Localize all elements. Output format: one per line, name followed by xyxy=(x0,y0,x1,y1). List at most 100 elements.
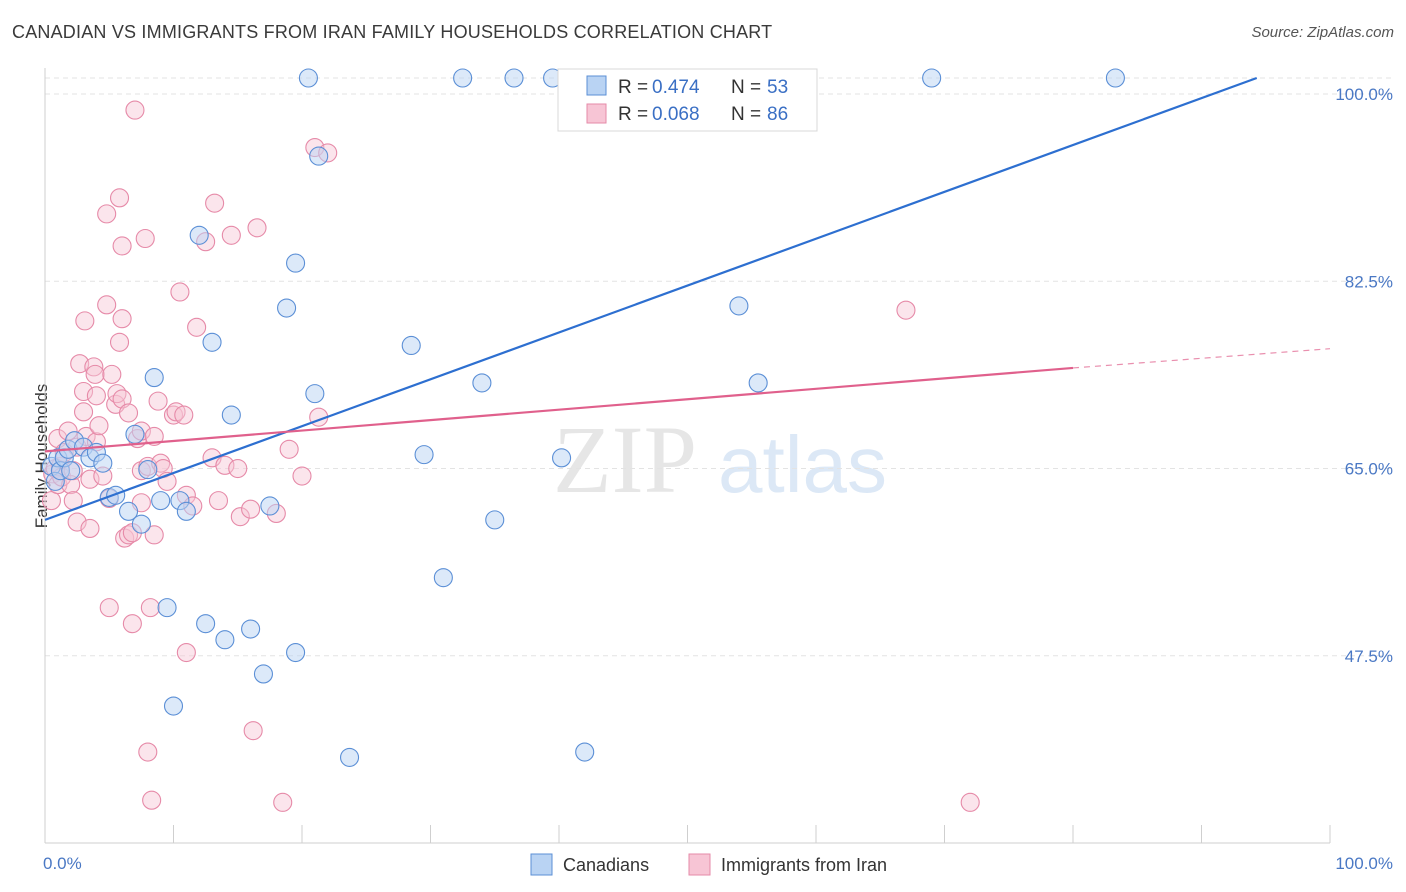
iran-point xyxy=(896,300,916,320)
canadian-point xyxy=(922,68,942,88)
iran-point xyxy=(221,225,241,245)
legend-n-value-2: 86 xyxy=(767,104,788,125)
canadian-point xyxy=(298,68,318,88)
legend-n-label-1: N = xyxy=(731,77,761,98)
chart-title: CANADIAN VS IMMIGRANTS FROM IRAN FAMILY … xyxy=(12,22,773,42)
iran-point xyxy=(208,491,229,511)
iran-point xyxy=(99,598,119,618)
canadian-point xyxy=(401,335,421,356)
bottom-legend-canadians: Canadians xyxy=(563,855,649,875)
canadian-point xyxy=(221,405,241,425)
iran-point xyxy=(112,309,132,329)
iran-point xyxy=(144,525,164,545)
iran-point xyxy=(125,100,145,120)
iran-point xyxy=(241,499,261,519)
canadian-point xyxy=(176,501,196,521)
iran-point xyxy=(74,402,94,422)
iran-point xyxy=(273,792,293,812)
bottom-legend-swatch-blue xyxy=(530,853,553,876)
iran-point xyxy=(138,742,158,762)
canadian-point xyxy=(286,643,306,663)
canadian-points xyxy=(41,68,1125,767)
canadian-point xyxy=(93,453,113,473)
canadian-point xyxy=(253,664,274,684)
iran-trend-line xyxy=(44,366,1074,453)
canadian-point xyxy=(277,298,297,318)
iran-point xyxy=(140,598,160,618)
canadian-point xyxy=(215,630,235,650)
legend-r-value-1: 0.474 xyxy=(652,77,700,98)
canadian-point xyxy=(260,496,280,516)
canadian-point xyxy=(144,368,164,388)
trend-lines xyxy=(44,76,1331,521)
legend-r-value-2: 0.068 xyxy=(652,104,700,125)
iran-point xyxy=(109,188,130,208)
iran-point xyxy=(122,614,142,634)
canadian-point xyxy=(504,68,524,88)
iran-point xyxy=(215,455,235,475)
legend-swatch-pink xyxy=(586,103,607,124)
iran-point xyxy=(75,311,95,331)
iran-point xyxy=(247,218,267,238)
canadian-point xyxy=(472,373,492,393)
canadian-point xyxy=(748,373,768,393)
canadian-point xyxy=(309,146,329,166)
canadian-point xyxy=(138,460,158,480)
legend-n-label-2: N = xyxy=(731,104,761,125)
canadian-point xyxy=(61,461,81,481)
canadian-point xyxy=(485,510,505,530)
canadian-point xyxy=(118,501,139,521)
bottom-legend-swatch-pink xyxy=(688,853,711,876)
series-legend: Canadians Immigrants from Iran xyxy=(530,853,887,876)
canadian-point xyxy=(575,742,595,762)
iran-point xyxy=(279,439,299,459)
canadian-point xyxy=(1105,68,1125,88)
iran-point xyxy=(243,721,263,741)
iran-point xyxy=(84,357,104,377)
iran-point xyxy=(166,402,186,422)
canadian-point xyxy=(163,696,184,716)
iran-point xyxy=(135,228,155,249)
iran-point xyxy=(41,491,61,511)
y-tick-label: 47.5% xyxy=(1345,647,1393,666)
canadian-point xyxy=(414,445,434,465)
iran-point xyxy=(292,466,312,486)
iran-point xyxy=(176,643,196,663)
iran-point xyxy=(74,381,94,402)
iran-point xyxy=(118,403,139,423)
iran-point xyxy=(112,389,132,409)
bottom-legend-iran: Immigrants from Iran xyxy=(721,855,887,875)
correlation-legend: R = 0.474 N = 53 R = 0.068 N = 86 xyxy=(557,68,818,132)
iran-point xyxy=(97,204,117,224)
iran-point xyxy=(170,282,190,302)
iran-point xyxy=(85,364,105,384)
iran-point xyxy=(205,193,225,213)
canadian-point xyxy=(151,491,171,511)
watermark-atlas: atlas xyxy=(718,420,887,509)
iran-point xyxy=(102,364,122,384)
iran-point xyxy=(89,416,109,436)
iran-trend-extension xyxy=(1072,348,1331,369)
iran-point xyxy=(960,792,980,812)
iran-point xyxy=(80,469,100,489)
iran-point xyxy=(228,458,248,479)
iran-point xyxy=(109,332,130,352)
iran-point xyxy=(86,386,106,406)
canadian-point xyxy=(453,68,473,88)
iran-point xyxy=(230,507,250,527)
iran-point xyxy=(144,426,164,446)
legend-r-label-2: R = xyxy=(618,104,648,125)
canadian-point xyxy=(241,619,261,639)
iran-point xyxy=(174,405,194,425)
y-tick-label: 82.5% xyxy=(1345,272,1393,291)
iran-point xyxy=(148,391,168,411)
tick-labels: 47.5% 65.0% 82.5% 100.0% 0.0% 100.0% xyxy=(43,85,1393,873)
y-tick-label: 65.0% xyxy=(1345,460,1393,479)
canadian-point xyxy=(202,332,222,352)
canadian-point xyxy=(339,747,360,767)
canadian-point xyxy=(189,225,209,245)
x-tick-label-min: 0.0% xyxy=(43,854,82,873)
axes xyxy=(44,68,1331,844)
canadian-trend-line xyxy=(44,76,1258,521)
watermark-zip: ZIP xyxy=(553,406,697,513)
